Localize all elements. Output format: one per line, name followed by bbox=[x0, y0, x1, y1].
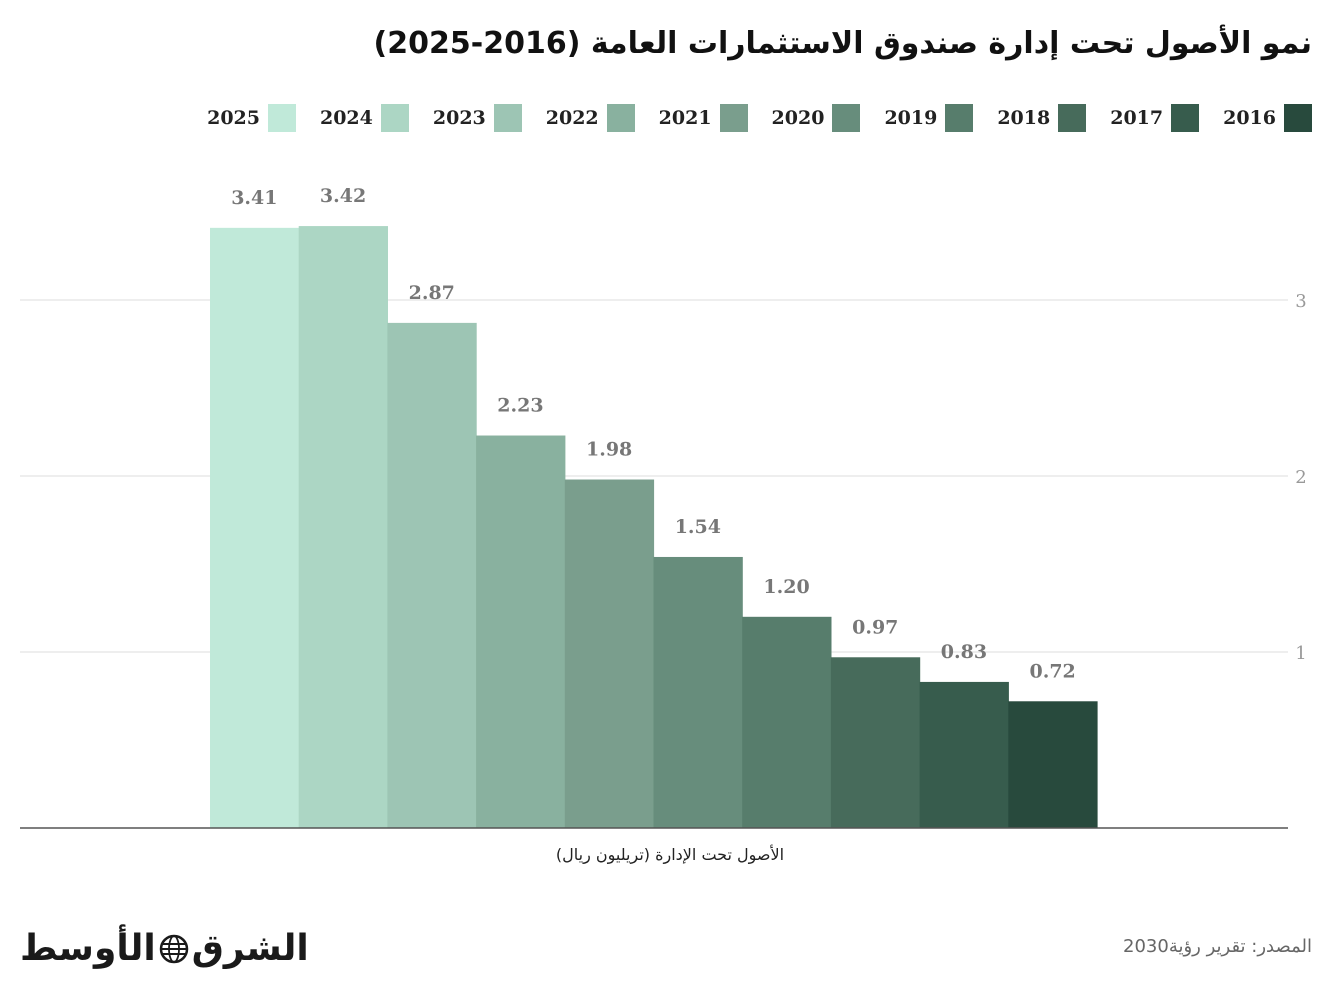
bar-2021 bbox=[564, 479, 655, 828]
x-axis-label: الأصول تحت الإدارة (تريليون ريال) bbox=[555, 845, 785, 864]
y-tick-label-3: 3 bbox=[1295, 291, 1306, 312]
bar-2025 bbox=[210, 227, 300, 829]
legend-item-2022: 2022 bbox=[546, 104, 635, 132]
bar-2017 bbox=[919, 681, 1009, 828]
bar-2018 bbox=[830, 657, 921, 828]
legend-label-2018: 2018 bbox=[997, 107, 1051, 129]
logo-word-first: الشرق bbox=[191, 928, 310, 969]
legend-label-2020: 2020 bbox=[771, 107, 825, 129]
legend-label-2025: 2025 bbox=[207, 107, 260, 129]
value-label-2019: 1.20 bbox=[763, 576, 809, 598]
legend-swatch-2017 bbox=[1171, 104, 1200, 132]
legend-label-2016: 2016 bbox=[1223, 107, 1276, 129]
legend-swatch-2019 bbox=[945, 104, 974, 132]
value-label-2020: 1.54 bbox=[675, 516, 721, 538]
legend-item-2021: 2021 bbox=[659, 104, 748, 132]
y-tick-label-1: 1 bbox=[1295, 643, 1306, 664]
legend-item-2025: 2025 bbox=[207, 104, 296, 132]
legend-swatch-2016 bbox=[1284, 104, 1312, 132]
globe-icon bbox=[159, 934, 188, 963]
legend-label-2023: 2023 bbox=[432, 107, 486, 129]
value-label-2023: 2.87 bbox=[409, 282, 455, 304]
bar-2020 bbox=[653, 556, 743, 828]
legend-label-2019: 2019 bbox=[884, 107, 938, 129]
legend-swatch-2024 bbox=[380, 104, 409, 132]
value-label-2017: 0.83 bbox=[941, 641, 987, 663]
publisher-logo: الشرق الأوسط bbox=[20, 928, 310, 969]
bar-2016 bbox=[1008, 701, 1098, 828]
value-label-2022: 2.23 bbox=[497, 395, 543, 417]
value-label-2025: 3.41 bbox=[231, 187, 277, 209]
chart-title: نمو الأصول تحت إدارة صندوق الاستثمارات ا… bbox=[373, 26, 1312, 61]
legend-swatch-2025 bbox=[267, 104, 296, 132]
legend-item-2023: 2023 bbox=[433, 104, 522, 132]
bar-2024 bbox=[298, 226, 388, 828]
value-label-2021: 1.98 bbox=[586, 439, 632, 461]
legend-item-2018: 2018 bbox=[997, 104, 1087, 132]
legend-item-2017: 2017 bbox=[1110, 104, 1200, 132]
legend-item-2016: 2016 bbox=[1223, 104, 1312, 132]
legend-swatch-2018 bbox=[1058, 104, 1087, 132]
legend-label-2024: 2024 bbox=[319, 107, 373, 129]
legend-swatch-2021 bbox=[719, 104, 748, 132]
logo-word-second: الأوسط bbox=[20, 928, 157, 969]
bar-2019 bbox=[742, 616, 832, 828]
legend-label-2022: 2022 bbox=[545, 107, 599, 129]
legend-label-2017: 2017 bbox=[1110, 107, 1164, 129]
bar-2022 bbox=[476, 435, 566, 828]
value-label-2016: 0.72 bbox=[1030, 660, 1076, 682]
source-note: المصدر: تقرير رؤية2030 bbox=[1123, 936, 1312, 957]
bar-2023 bbox=[387, 322, 477, 828]
value-label-2018: 0.97 bbox=[852, 616, 898, 638]
value-label-2024: 3.42 bbox=[320, 185, 366, 207]
legend-swatch-2023 bbox=[493, 104, 522, 132]
legend-swatch-2022 bbox=[606, 104, 635, 132]
legend-item-2024: 2024 bbox=[320, 104, 409, 132]
chart-legend: 2016 2017 2018 2019 2020 2021 2022 2023 2024 2025 bbox=[183, 104, 1312, 132]
legend-label-2021: 2021 bbox=[658, 107, 712, 129]
legend-item-2019: 2019 bbox=[884, 104, 974, 132]
y-tick-label-2: 2 bbox=[1295, 467, 1306, 488]
legend-swatch-2020 bbox=[832, 104, 861, 132]
legend-item-2020: 2020 bbox=[772, 104, 861, 132]
